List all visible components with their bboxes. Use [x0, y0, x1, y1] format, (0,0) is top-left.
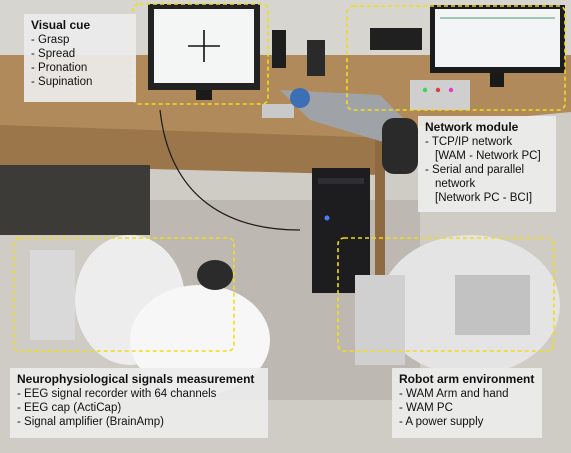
led-pink	[448, 87, 454, 93]
visual-cue-title: Visual cue	[31, 18, 91, 32]
neuro-title: Neurophysiological signals measurement	[17, 372, 255, 386]
network-monitor-screen	[435, 9, 560, 67]
pc-power-led	[324, 215, 330, 221]
wam-arm-joint	[455, 275, 530, 335]
robot-env-highlight	[337, 237, 555, 352]
robot-finger	[262, 104, 294, 118]
small-device	[307, 40, 325, 76]
visual-cue-highlight	[132, 3, 269, 105]
under-desk-shadow	[0, 165, 150, 235]
cue-monitor-stand	[196, 90, 212, 100]
network-monitor-stand	[490, 73, 504, 87]
visual-cue-item: - Pronation	[31, 62, 88, 74]
neuro-highlight	[13, 237, 235, 352]
pc-tower-bay	[318, 178, 364, 184]
visual-cue-item: - Grasp	[31, 34, 70, 46]
cable	[159, 109, 301, 231]
neuro-item: - EEG cap (ActiCap)	[17, 402, 122, 414]
network-module-item: - TCP/IP network	[425, 136, 513, 148]
robot-env-item: - A power supply	[399, 416, 484, 428]
subject-arm-rest	[30, 250, 75, 340]
pc-tower	[312, 168, 370, 293]
wam-pc	[355, 275, 405, 365]
robot-env-title: Robot arm environment	[399, 372, 535, 386]
robot-env-item: - WAM Arm and hand	[399, 388, 509, 400]
robot-wrist	[280, 90, 410, 150]
network-module-item: [Network PC - BCI]	[435, 192, 533, 204]
robot-env-label: Robot arm environment - WAM Arm and hand…	[392, 368, 542, 438]
speaker	[272, 30, 286, 68]
visual-cue-item: - Supination	[31, 76, 93, 88]
robot-elbow	[382, 118, 418, 174]
neuro-item: - EEG signal recorder with 64 channels	[17, 388, 217, 400]
subject-hand	[197, 260, 233, 290]
network-module-label: Network module - TCP/IP network [WAM - N…	[418, 116, 556, 212]
visual-cue-item: - Spread	[31, 48, 76, 60]
visual-cue-label: Visual cue - Grasp - Spread - Pronation …	[24, 14, 136, 102]
network-module-item: network	[435, 178, 476, 190]
neuro-item: - Signal amplifier (BrainAmp)	[17, 416, 164, 428]
network-module-title: Network module	[425, 120, 519, 134]
led-red	[435, 87, 441, 93]
neuro-label: Neurophysiological signals measurement -…	[10, 368, 268, 438]
router	[370, 28, 422, 50]
network-module-highlight	[346, 5, 566, 111]
led-green	[422, 87, 428, 93]
robot-hand-joint	[290, 88, 310, 108]
switch-box	[410, 80, 470, 110]
subject-coat	[130, 285, 270, 395]
desk-leg	[375, 130, 385, 280]
network-module-item: - Serial and parallel	[425, 164, 525, 176]
robot-env-item: - WAM PC	[399, 402, 453, 414]
network-module-item: [WAM - Network PC]	[435, 150, 541, 162]
desk-front	[0, 125, 390, 175]
